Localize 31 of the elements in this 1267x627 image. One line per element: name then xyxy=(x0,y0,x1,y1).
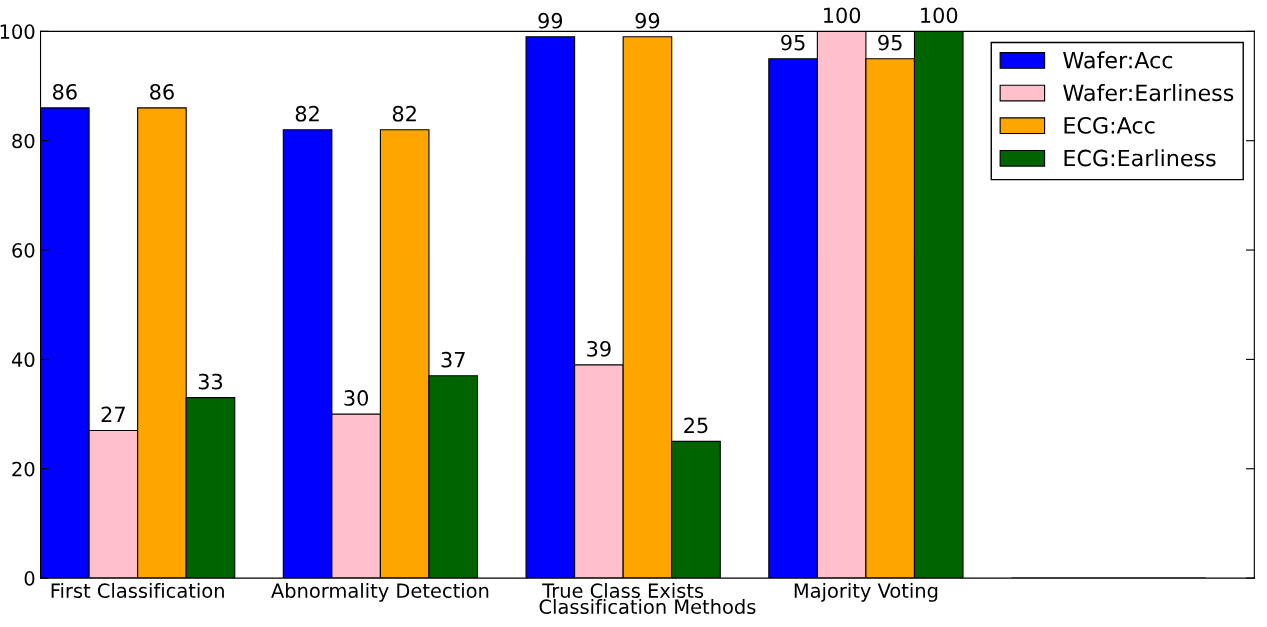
legend-label: ECG:Acc xyxy=(1064,116,1155,134)
data-label: 95 xyxy=(781,34,805,51)
y-tick-label: 0 xyxy=(24,571,35,586)
data-label: 39 xyxy=(587,340,611,357)
data-label: 30 xyxy=(344,390,368,406)
data-label: 82 xyxy=(295,105,319,122)
legend-label: Wafer:Acc xyxy=(1063,51,1173,69)
y-tick-label: 20 xyxy=(12,461,35,477)
y-tick-label: 60 xyxy=(12,243,35,258)
data-label: 86 xyxy=(150,83,174,100)
data-label: 86 xyxy=(52,83,77,100)
data-label: 95 xyxy=(878,34,902,51)
data-label: 99 xyxy=(538,12,563,29)
y-tick-label: 80 xyxy=(12,133,35,149)
legend-label: Wafer:Earliness xyxy=(1063,83,1234,102)
data-label: 27 xyxy=(101,406,125,422)
data-label: 25 xyxy=(684,417,708,434)
data-label: 37 xyxy=(441,351,465,368)
x-tick-label: Majority Voting xyxy=(794,582,938,602)
x-tick-label: True Class Exists xyxy=(542,582,704,599)
x-tick-label: First Classification xyxy=(51,582,224,599)
data-label: 100 xyxy=(824,7,861,24)
legend-label: ECG:Earliness xyxy=(1064,149,1216,167)
data-label: 82 xyxy=(392,105,416,122)
y-tick-label: 40 xyxy=(11,352,35,368)
data-label: 100 xyxy=(921,7,958,24)
y-tick-label: 100 xyxy=(0,24,35,40)
x-tick-label: Abnormality Detection xyxy=(271,582,489,602)
data-label: 33 xyxy=(198,373,223,390)
x-axis-title: Classification Methods xyxy=(539,599,756,615)
data-label: 99 xyxy=(635,12,660,29)
